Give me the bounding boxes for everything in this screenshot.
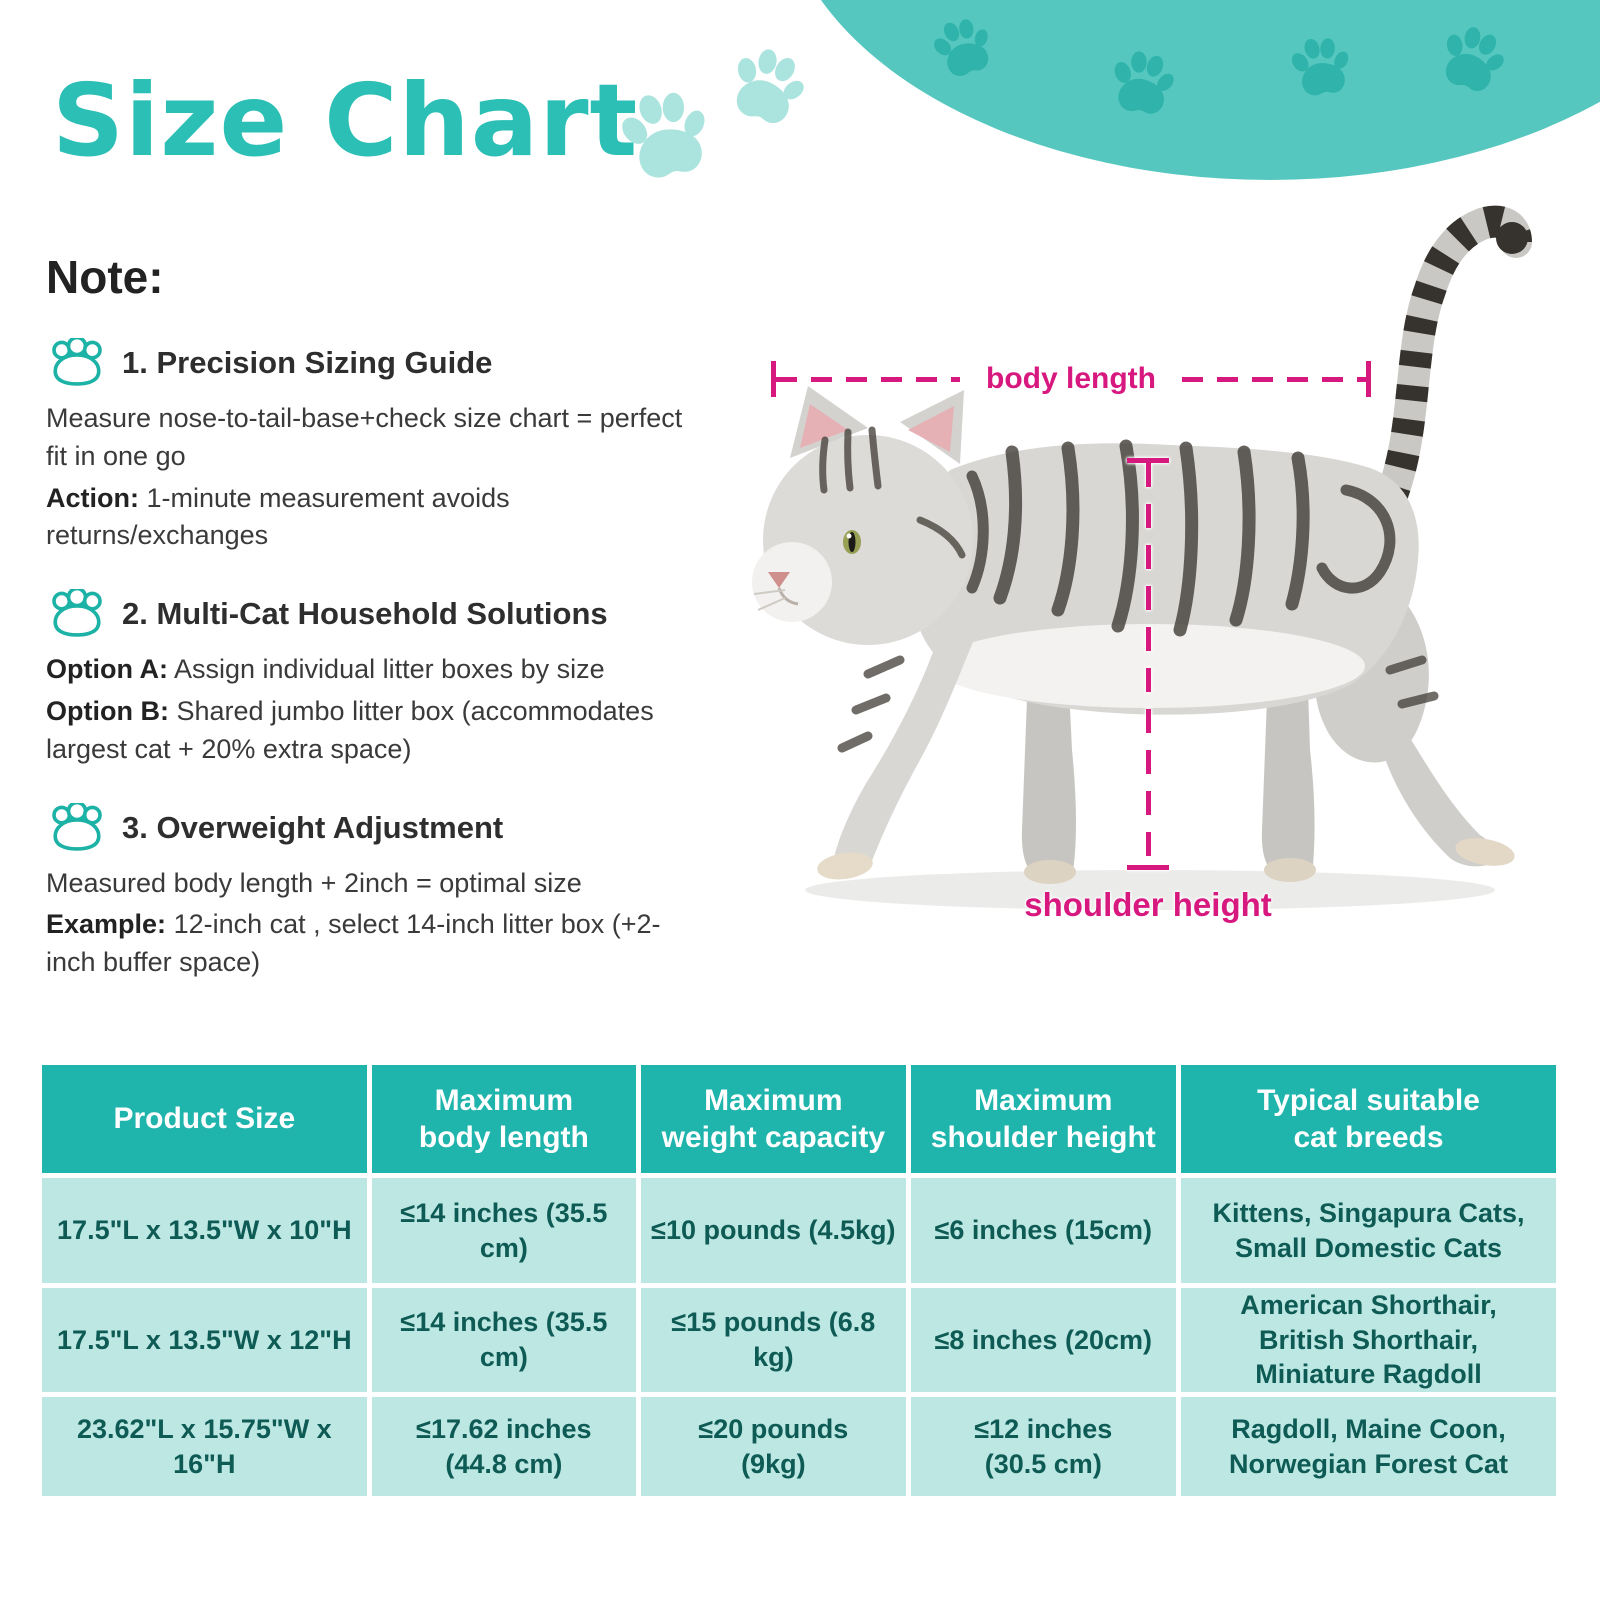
table-cell: 17.5"L x 13.5"W x 12"H <box>42 1288 367 1392</box>
paw-print-icon <box>611 82 719 185</box>
dashed-line <box>776 376 961 382</box>
section-heading-1: 1. Precision Sizing Guide <box>46 338 691 388</box>
table-header-cell: Typical suitable cat breeds <box>1181 1065 1556 1173</box>
table-header-cell: Maximum shoulder height <box>910 1065 1177 1173</box>
section-text: Action: 1-minute measurement avoids retu… <box>46 480 691 556</box>
cat-photo <box>752 205 1532 910</box>
bold-label: Option B: <box>46 695 169 726</box>
shoulder-height-dimension-line <box>1127 458 1169 870</box>
table-cell: ≤17.62 inches (44.8 cm) <box>371 1397 637 1496</box>
paw-outline-icon <box>52 338 102 386</box>
table-cell: American Shorthair, British Shorthair, M… <box>1181 1288 1556 1392</box>
table-cell: Ragdoll, Maine Coon, Norwegian Forest Ca… <box>1181 1397 1556 1496</box>
table-cell: ≤8 inches (20cm) <box>910 1288 1177 1392</box>
text: 1-minute measurement avoids returns/exch… <box>46 482 510 551</box>
notes-section: Note: 1. Precision Sizing Guide Measure … <box>46 250 691 986</box>
size-table: Product Size Maximum body length Maximum… <box>42 1065 1556 1496</box>
bold-label: Action: <box>46 482 139 513</box>
paw-outline-icon <box>52 802 102 851</box>
table-cell: 17.5"L x 13.5"W x 10"H <box>42 1178 367 1283</box>
table-cell: ≤14 inches (35.5 cm) <box>371 1288 637 1392</box>
body-length-label: body length <box>986 362 1156 395</box>
table-cell: Kittens, Singapura Cats, Small Domestic … <box>1181 1178 1556 1283</box>
body-length-dimension-line: body length <box>771 360 1372 398</box>
table-cell: ≤15 pounds (6.8 kg) <box>641 1288 906 1392</box>
page-title: Size Chart <box>52 62 639 179</box>
text: 12-inch cat , select 14-inch litter box … <box>46 909 661 978</box>
bold-label: Option A: <box>46 654 168 685</box>
section-heading-2: 2. Multi-Cat Household Solutions <box>46 589 691 639</box>
section-heading-3: 3. Overweight Adjustment <box>46 802 691 853</box>
section-text: Measured body length + 2inch = optimal s… <box>46 865 691 903</box>
table-cell: ≤12 inches (30.5 cm) <box>910 1397 1177 1496</box>
paw-print-icon <box>1286 32 1356 99</box>
table-cell: ≤6 inches (15cm) <box>910 1178 1177 1283</box>
table-header-cell: Product Size <box>42 1065 367 1173</box>
section-text: Option B: Shared jumbo litter box (accom… <box>46 693 691 769</box>
section-title: 1. Precision Sizing Guide <box>122 345 493 380</box>
table-cell: 23.62"L x 15.75"W x 16"H <box>42 1397 367 1496</box>
dashed-line <box>1182 376 1367 382</box>
section-text: Example: 12-inch cat , select 14-inch li… <box>46 906 691 982</box>
text: Shared jumbo litter box (accommodates la… <box>46 695 654 764</box>
section-text: Measure nose-to-tail-base+check size cha… <box>46 400 691 476</box>
paw-print-icon <box>1105 46 1181 117</box>
dashed-line <box>1145 463 1151 865</box>
dimension-tick <box>771 361 776 397</box>
bold-label: Example: <box>46 909 167 940</box>
dimension-tick <box>1366 361 1372 397</box>
section-title: 3. Overweight Adjustment <box>122 809 504 845</box>
paw-outline-icon <box>52 589 102 637</box>
table-cell: ≤14 inches (35.5 cm) <box>371 1178 637 1283</box>
text: Measure nose-to-tail-base+check size cha… <box>46 403 683 471</box>
text: Assign individual litter boxes by size <box>167 654 605 685</box>
text: Measured body length + 2inch = optimal s… <box>46 867 582 898</box>
dimension-tick <box>1127 458 1169 463</box>
table-cell: ≤10 pounds (4.5kg) <box>641 1178 906 1283</box>
table-cell: ≤20 pounds (9kg) <box>641 1397 906 1496</box>
note-heading: Note: <box>46 251 164 303</box>
table-header-cell: Maximum body length <box>371 1065 637 1173</box>
shoulder-height-label: shoulder height <box>1024 886 1272 923</box>
dimension-tick <box>1127 865 1169 870</box>
table-header-cell: Maximum weight capacity <box>641 1065 906 1173</box>
section-title: 2. Multi-Cat Household Solutions <box>122 596 608 632</box>
section-text: Option A: Assign individual litter boxes… <box>46 651 691 689</box>
